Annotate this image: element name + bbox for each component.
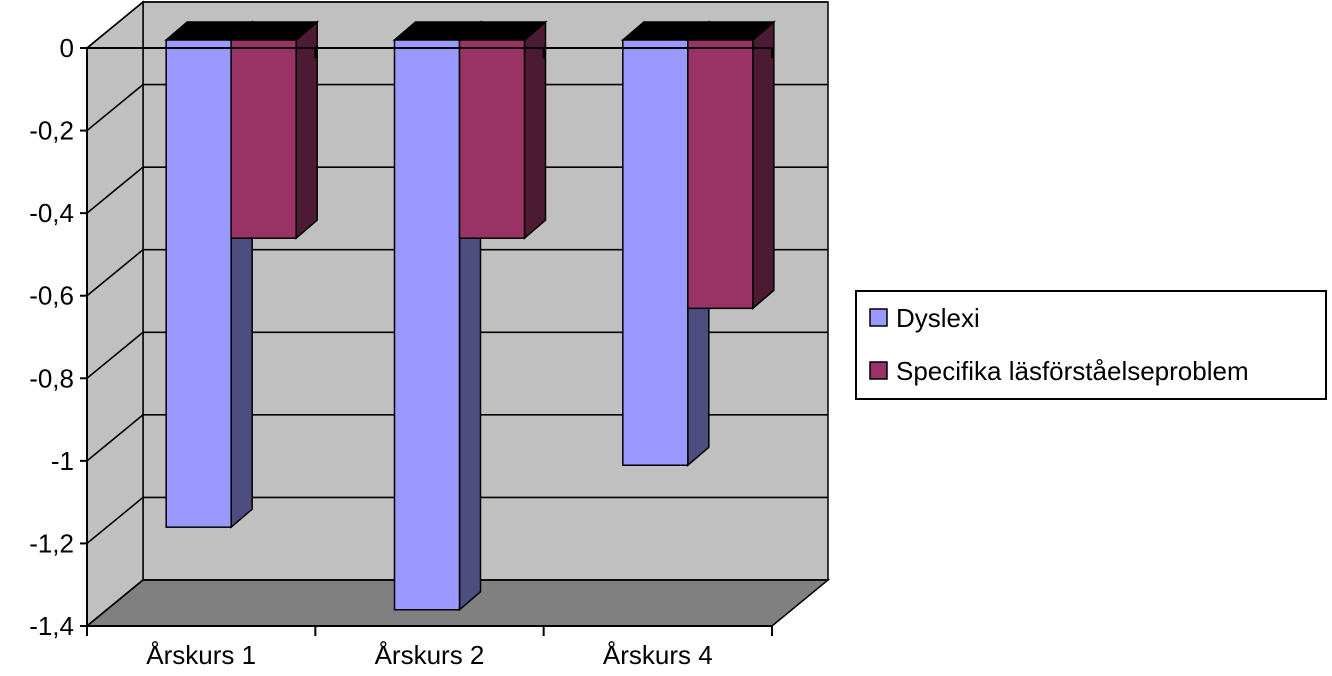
gridline (86, 496, 828, 545)
y-tick-label: 0 (60, 33, 74, 63)
gridline (86, 83, 828, 132)
gridline (86, 579, 828, 627)
y-tick-label: -0,8 (29, 363, 74, 393)
y-tick-label: -1 (51, 446, 74, 476)
gridline (86, 248, 828, 297)
legend-swatch (869, 361, 888, 380)
gridline (86, 414, 828, 462)
legend-label: Specifika läsförståelseproblem (896, 356, 1249, 386)
bar-specifika-3 (685, 20, 776, 310)
y-tick-label: -1,2 (29, 528, 74, 558)
axes (80, 47, 773, 636)
gridline (86, 166, 828, 214)
x-tick-label: Årskurs 4 (603, 640, 713, 670)
y-tick-label: -0,6 (29, 281, 74, 311)
bar-specifika-1 (229, 20, 320, 240)
gridlines (86, 1, 828, 627)
gridline (86, 331, 828, 379)
y-tick-label: -1,4 (29, 611, 74, 641)
legend-swatch (869, 308, 888, 327)
bars (164, 20, 776, 612)
y-tick-label: -0,4 (29, 198, 74, 228)
x-tick-label: Årskurs 2 (375, 640, 485, 670)
legend-box (855, 290, 1327, 400)
plot-side-wall (86, 0, 144, 628)
tick-labels: 0 -0,2 -0,4 -0,6 -0,8 -1 -1,2 -1,4 Årskurs 1 Årsk… (29, 33, 713, 670)
bar-specifika-2 (457, 20, 548, 240)
legend: Dyslexi Specifika läsförståelseproblem (855, 290, 1327, 400)
y-tick-label: -0,2 (29, 116, 74, 146)
gridline-zero-wall (86, 1, 828, 49)
legend-label: Dyslexi (896, 303, 980, 333)
x-tick-label: Årskurs 1 (146, 640, 256, 670)
